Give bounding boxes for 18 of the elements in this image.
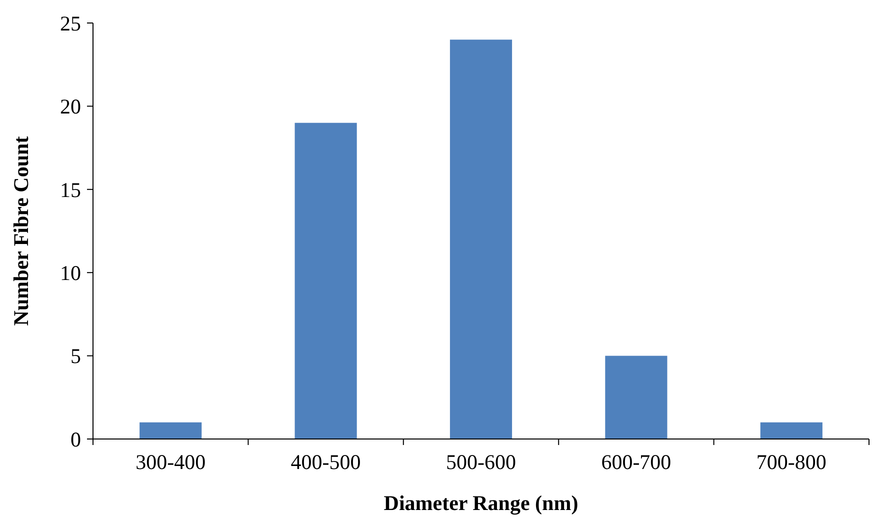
- y-tick-label: 5: [70, 344, 81, 368]
- x-tick-label: 400-500: [290, 450, 361, 474]
- y-tick-label: 15: [60, 178, 81, 202]
- x-tick-label: 700-800: [756, 450, 826, 474]
- y-tick-label: 0: [70, 427, 81, 452]
- x-axis-title: Diameter Range (nm): [384, 491, 578, 515]
- y-tick-label: 25: [60, 11, 81, 36]
- bar: [605, 356, 668, 439]
- bar: [294, 122, 357, 439]
- y-tick-label: 20: [60, 94, 81, 119]
- bar: [450, 40, 512, 439]
- y-axis-title: Number Fibre Count: [9, 136, 33, 326]
- bar: [760, 422, 822, 439]
- bar: [140, 422, 202, 439]
- x-tick-label: 500-600: [446, 450, 516, 474]
- x-tick-label: 300-400: [136, 450, 206, 474]
- y-tick-label: 10: [60, 260, 81, 285]
- x-tick-label: 600-700: [601, 450, 672, 474]
